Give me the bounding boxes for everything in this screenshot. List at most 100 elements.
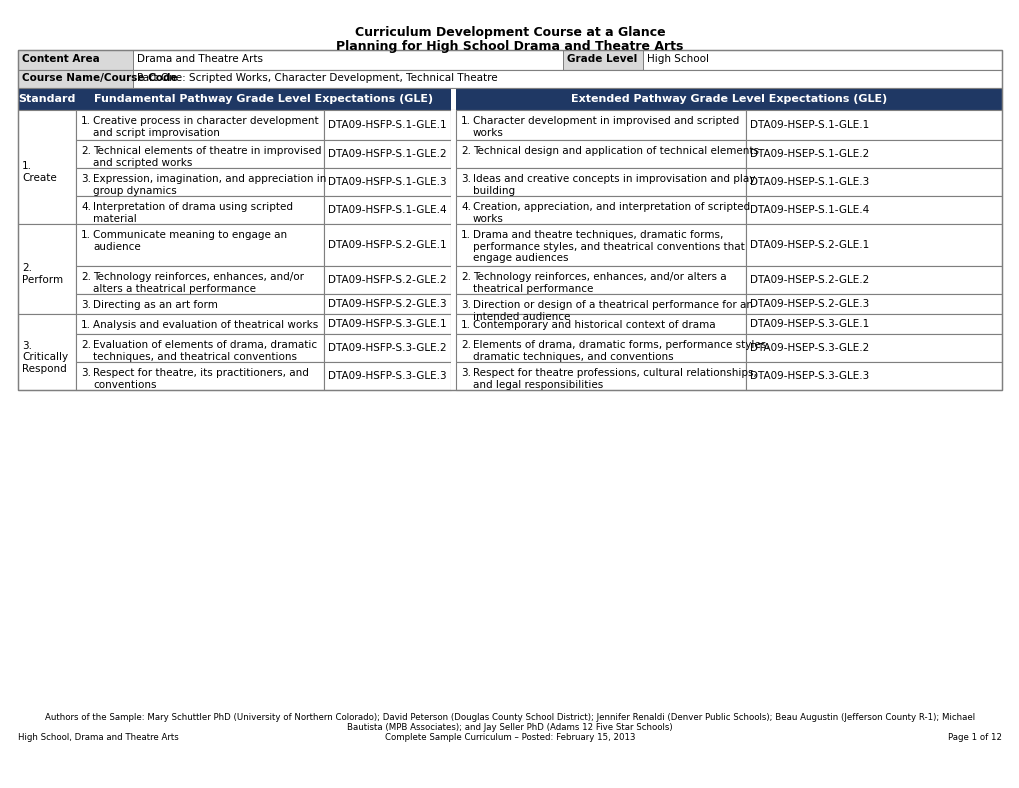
Bar (450, 168, 455, 196)
Text: 1.: 1. (81, 116, 91, 126)
Text: 2.: 2. (461, 146, 471, 156)
Bar (18, 88, 1001, 110)
Text: DTA09-HSFP-S.1-GLE.4: DTA09-HSFP-S.1-GLE.4 (328, 205, 446, 215)
Text: Content Area: Content Area (22, 54, 100, 64)
Text: and legal responsibilities: and legal responsibilities (473, 380, 602, 389)
Bar (76, 140, 324, 168)
Bar (455, 110, 745, 140)
Text: 1.: 1. (461, 230, 471, 240)
Bar (324, 140, 450, 168)
Text: Technology reinforces, enhances, and/or: Technology reinforces, enhances, and/or (93, 272, 304, 282)
Bar (455, 362, 745, 390)
Text: Creative process in character development: Creative process in character developmen… (93, 116, 318, 126)
Bar (132, 50, 562, 70)
Text: Evaluation of elements of drama, dramatic: Evaluation of elements of drama, dramati… (93, 340, 317, 350)
Bar (76, 314, 324, 334)
Text: DTA09-HSFP-S.1-GLE.2: DTA09-HSFP-S.1-GLE.2 (328, 149, 446, 159)
Text: Perform: Perform (22, 275, 63, 284)
Bar (76, 224, 324, 266)
Text: 4.: 4. (461, 202, 471, 212)
Text: 4.: 4. (81, 202, 91, 212)
Text: 3.: 3. (461, 174, 471, 184)
Text: Respond: Respond (22, 363, 66, 374)
Text: 3.: 3. (461, 300, 471, 310)
Bar (455, 266, 745, 294)
Bar (450, 314, 455, 334)
Text: High School, Drama and Theatre Arts: High School, Drama and Theatre Arts (18, 733, 178, 742)
Bar (18, 110, 76, 224)
Text: and script improvisation: and script improvisation (93, 128, 220, 137)
Text: Standard: Standard (18, 94, 75, 104)
Text: techniques, and theatrical conventions: techniques, and theatrical conventions (93, 351, 297, 362)
Text: DTA09-HSEP-S.1-GLE.1: DTA09-HSEP-S.1-GLE.1 (749, 120, 868, 130)
Text: 3.: 3. (81, 300, 91, 310)
Text: DTA09-HSFP-S.3-GLE.1: DTA09-HSFP-S.3-GLE.1 (328, 319, 446, 329)
Bar (18, 70, 1001, 88)
Text: Bautista (MPB Associates); and Jay Seller PhD (Adams 12 Five Star Schools): Bautista (MPB Associates); and Jay Selle… (346, 723, 673, 732)
Bar (745, 294, 1001, 314)
Bar (18, 70, 132, 88)
Bar (18, 88, 76, 110)
Text: Complete Sample Curriculum – Posted: February 15, 2013: Complete Sample Curriculum – Posted: Feb… (384, 733, 635, 742)
Text: 2.: 2. (461, 340, 471, 350)
Text: Communicate meaning to engage an: Communicate meaning to engage an (93, 230, 286, 240)
Text: Interpretation of drama using scripted: Interpretation of drama using scripted (93, 202, 292, 212)
Text: Technical elements of theatre in improvised: Technical elements of theatre in improvi… (93, 146, 321, 156)
Text: Analysis and evaluation of theatrical works: Analysis and evaluation of theatrical wo… (93, 320, 318, 330)
Text: 1.: 1. (461, 320, 471, 330)
Text: DTA09-HSEP-S.2-GLE.2: DTA09-HSEP-S.2-GLE.2 (749, 275, 868, 285)
Text: Contemporary and historical context of drama: Contemporary and historical context of d… (473, 320, 715, 330)
Text: dramatic techniques, and conventions: dramatic techniques, and conventions (473, 351, 673, 362)
Text: Elements of drama, dramatic forms, performance styles,: Elements of drama, dramatic forms, perfo… (473, 340, 769, 350)
Bar (450, 362, 455, 390)
Text: DTA09-HSEP-S.2-GLE.3: DTA09-HSEP-S.2-GLE.3 (749, 299, 868, 309)
Text: conventions: conventions (93, 380, 156, 389)
Bar (455, 224, 745, 266)
Bar (455, 294, 745, 314)
Text: Ideas and creative concepts in improvisation and play: Ideas and creative concepts in improvisa… (473, 174, 755, 184)
Bar (18, 50, 1001, 70)
Bar (76, 196, 324, 224)
Bar (450, 140, 455, 168)
Bar (18, 50, 132, 70)
Bar (745, 196, 1001, 224)
Text: Direction or design of a theatrical performance for an: Direction or design of a theatrical perf… (473, 300, 752, 310)
Text: 1.: 1. (22, 162, 32, 171)
Bar (455, 196, 745, 224)
Text: DTA09-HSFP-S.1-GLE.3: DTA09-HSFP-S.1-GLE.3 (328, 177, 446, 187)
Text: Fundamental Pathway Grade Level Expectations (GLE): Fundamental Pathway Grade Level Expectat… (94, 94, 433, 104)
Text: Critically: Critically (22, 352, 68, 362)
Text: Respect for theatre professions, cultural relationships,: Respect for theatre professions, cultura… (473, 368, 756, 378)
Bar (745, 334, 1001, 362)
Bar (324, 334, 450, 362)
Bar (18, 50, 1001, 70)
Text: group dynamics: group dynamics (93, 185, 176, 195)
Text: engage audiences: engage audiences (473, 253, 568, 263)
Bar (450, 266, 455, 294)
Bar (745, 110, 1001, 140)
Bar (455, 314, 745, 334)
Text: 2.: 2. (81, 340, 91, 350)
Bar (324, 168, 450, 196)
Text: Respect for theatre, its practitioners, and: Respect for theatre, its practitioners, … (93, 368, 309, 378)
Text: 1.: 1. (461, 116, 471, 126)
Text: DTA09-HSEP-S.1-GLE.2: DTA09-HSEP-S.1-GLE.2 (749, 149, 868, 159)
Bar (76, 88, 450, 110)
Text: Technical design and application of technical elements: Technical design and application of tech… (473, 146, 758, 156)
Text: Creation, appreciation, and interpretation of scripted: Creation, appreciation, and interpretati… (473, 202, 749, 212)
Bar (745, 362, 1001, 390)
Text: Technology reinforces, enhances, and/or alters a: Technology reinforces, enhances, and/or … (473, 272, 726, 282)
Text: DTA09-HSEP-S.3-GLE.3: DTA09-HSEP-S.3-GLE.3 (749, 371, 868, 381)
Text: DTA09-HSEP-S.1-GLE.3: DTA09-HSEP-S.1-GLE.3 (749, 177, 868, 187)
Text: 3.: 3. (81, 368, 91, 378)
Text: 2.: 2. (81, 146, 91, 156)
Text: 1.: 1. (81, 320, 91, 330)
Text: and scripted works: and scripted works (93, 158, 193, 168)
Text: building: building (473, 185, 515, 195)
Bar (450, 196, 455, 224)
Bar (76, 362, 324, 390)
Text: works: works (473, 214, 503, 224)
Bar (76, 294, 324, 314)
Bar (745, 168, 1001, 196)
Bar (76, 266, 324, 294)
